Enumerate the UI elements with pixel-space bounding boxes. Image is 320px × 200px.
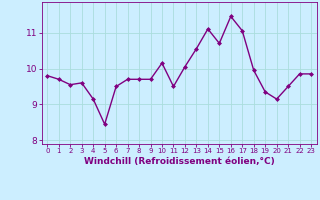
X-axis label: Windchill (Refroidissement éolien,°C): Windchill (Refroidissement éolien,°C) <box>84 157 275 166</box>
